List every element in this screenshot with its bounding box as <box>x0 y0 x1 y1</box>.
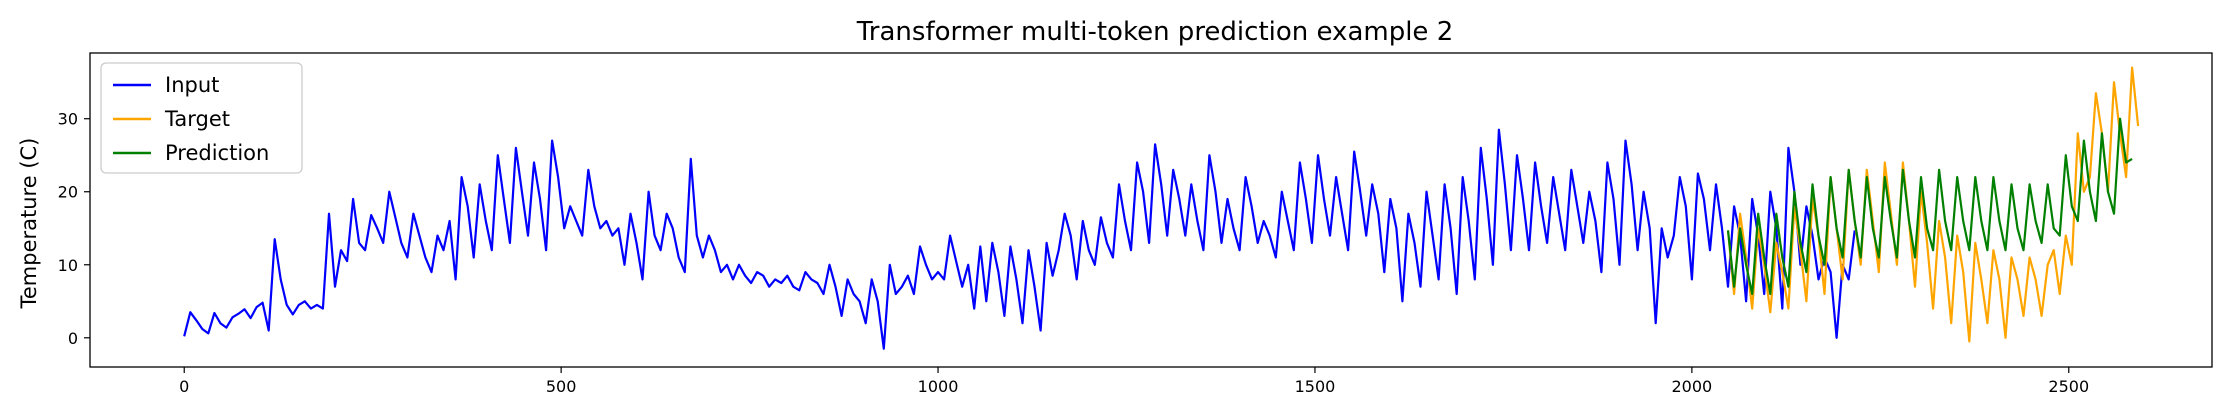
chart-title: Transformer multi-token prediction examp… <box>856 17 1454 47</box>
legend-label-input: Input <box>165 73 219 97</box>
legend-label-target: Target <box>164 107 230 131</box>
plot-frame <box>89 52 2213 368</box>
legend-box <box>100 62 303 174</box>
y-tick-label: 0 <box>68 329 78 348</box>
x-tick-label: 2500 <box>2048 377 2089 396</box>
x-tick-label: 1500 <box>1295 377 1336 396</box>
y-tick-label: 20 <box>58 183 78 202</box>
series-line-prediction <box>1726 117 2133 296</box>
x-tick-label: 0 <box>179 377 189 396</box>
y-tick-label: 30 <box>58 110 78 129</box>
axes-layer: 0 500 1000 1500 2000 2500 0 10 20 30 <box>58 52 2213 396</box>
series-line-input <box>183 128 1856 350</box>
legend-label-prediction: Prediction <box>165 141 269 165</box>
legend: Input Target Prediction <box>100 62 303 174</box>
x-tick-label: 2000 <box>1672 377 1713 396</box>
x-tick-label: 1000 <box>918 377 959 396</box>
y-axis-title: Temperature (C) <box>17 138 41 310</box>
y-tick-label: 10 <box>58 256 78 275</box>
x-tick-label: 500 <box>546 377 577 396</box>
series-layer <box>183 66 2140 350</box>
series-line-target <box>1726 66 2140 343</box>
